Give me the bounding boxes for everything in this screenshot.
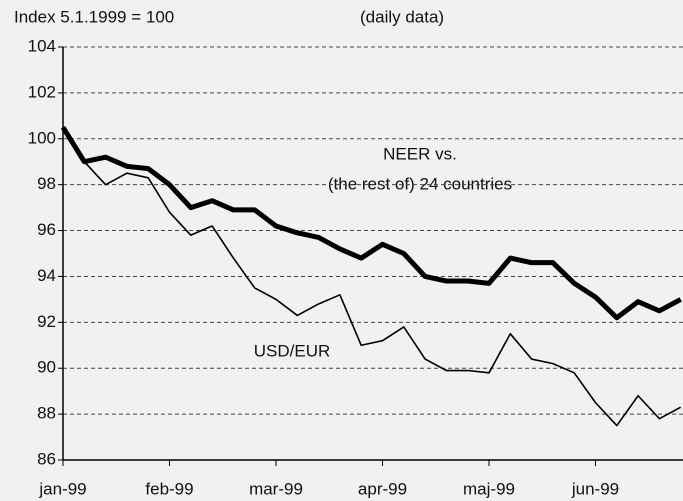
y-tick-label: 100 <box>28 128 56 147</box>
series-label: USD/EUR <box>254 341 331 360</box>
y-tick-label: 98 <box>37 174 56 193</box>
y-tick-label: 102 <box>28 82 56 101</box>
y-tick-label: 90 <box>37 358 56 377</box>
x-tick-label: mar-99 <box>249 479 303 498</box>
x-tick-label: maj-99 <box>463 479 515 498</box>
y-tick-label: 104 <box>28 36 56 55</box>
annotation: (the rest of) 24 countries <box>328 174 512 193</box>
y-tick-label: 86 <box>37 449 56 468</box>
subtitle-right: (daily data) <box>360 7 444 26</box>
y-tick-label: 88 <box>37 404 56 423</box>
y-tick-label: 94 <box>37 266 56 285</box>
series-line <box>60 125 682 321</box>
y-tick-label: 92 <box>37 312 56 331</box>
x-tick-label: jun-99 <box>571 479 619 498</box>
x-tick-label: feb-99 <box>145 479 193 498</box>
x-tick-label: apr-99 <box>358 479 407 498</box>
x-tick-label: jan-99 <box>38 479 86 498</box>
series-label: NEER vs. <box>383 144 457 163</box>
y-tick-label: 96 <box>37 220 56 239</box>
series-line <box>62 126 682 427</box>
subtitle-left: Index 5.1.1999 = 100 <box>14 7 174 26</box>
